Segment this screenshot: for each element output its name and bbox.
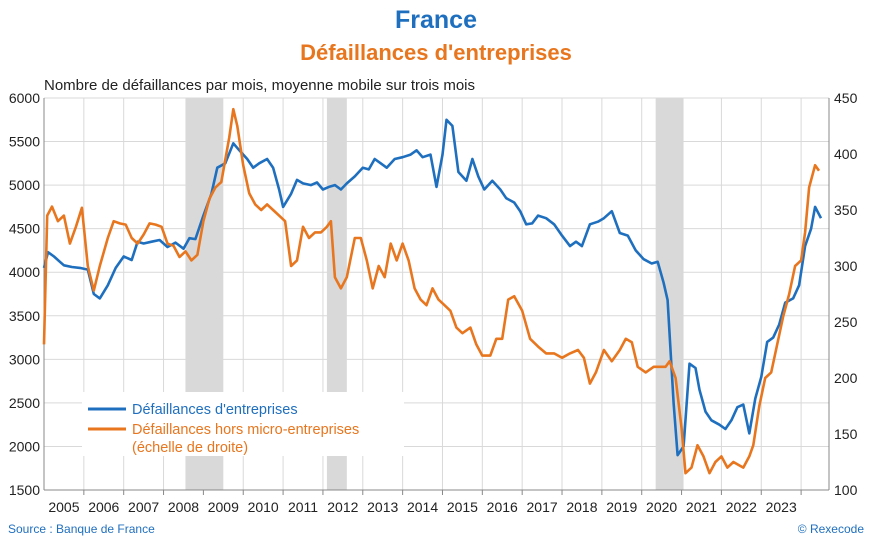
y-left-tick-label-3: 3000: [9, 351, 40, 367]
chart-title: France: [395, 6, 477, 34]
y-left-tick-label-5: 4000: [9, 264, 40, 280]
series-line-2: [42, 107, 821, 475]
x-tick-label-1: 2006: [88, 499, 119, 515]
x-tick-label-8: 2013: [367, 499, 398, 515]
y-right-tick-label-7: 450: [834, 90, 858, 106]
x-tick-label-16: 2021: [686, 499, 717, 515]
x-tick-label-9: 2014: [407, 499, 438, 515]
credit-note: © Rexecode: [797, 522, 864, 536]
legend-label-1: Défaillances d'entreprises: [132, 402, 298, 418]
y-left-tick-label-2: 2500: [9, 395, 40, 411]
x-tick-label-0: 2005: [48, 499, 79, 515]
y-left-tick-label-0: 1500: [9, 482, 40, 498]
y-right-tick-label-3: 250: [834, 314, 858, 330]
chart-subtitle: Défaillances d'entreprises: [300, 40, 572, 65]
y-left-tick-label-7: 5000: [9, 177, 40, 193]
x-tick-label-5: 2010: [248, 499, 279, 515]
source-note: Source : Banque de France: [8, 522, 155, 536]
y-right-tick-label-5: 350: [834, 202, 858, 218]
x-tick-label-12: 2017: [527, 499, 558, 515]
x-tick-label-4: 2009: [208, 499, 239, 515]
x-tick-label-6: 2011: [288, 499, 318, 515]
y-left-tick-label-6: 4500: [9, 221, 40, 237]
y-right-tick-label-0: 100: [834, 482, 858, 498]
y-right-tick-label-1: 150: [834, 426, 858, 442]
legend-label-2: Défaillances hors micro-entreprises: [132, 422, 359, 438]
x-tick-label-10: 2015: [447, 499, 478, 515]
y-right-tick-label-4: 300: [834, 258, 858, 274]
legend-label-2-note: (échelle de droite): [132, 440, 248, 456]
y-right-tick-label-6: 400: [834, 146, 858, 162]
x-tick-label-13: 2018: [566, 499, 597, 515]
y-left-tick-label-4: 3500: [9, 308, 40, 324]
legend-box: [82, 392, 404, 456]
chart-caption: Nombre de défaillances par mois, moyenne…: [44, 77, 476, 94]
x-tick-label-3: 2008: [168, 499, 199, 515]
x-tick-label-15: 2020: [646, 499, 677, 515]
y-left-tick-label-9: 6000: [9, 90, 40, 106]
recession-band-2: [655, 98, 684, 490]
x-tick-label-7: 2012: [327, 499, 358, 515]
y-left-tick-label-8: 5500: [9, 134, 40, 150]
x-tick-label-18: 2023: [766, 499, 797, 515]
y-right-tick-label-2: 200: [834, 370, 858, 386]
x-tick-label-17: 2022: [726, 499, 757, 515]
series-line-1: [42, 118, 823, 457]
y-left-tick-label-1: 2000: [9, 438, 40, 454]
x-tick-label-2: 2007: [128, 499, 159, 515]
x-tick-label-11: 2016: [487, 499, 518, 515]
x-tick-label-14: 2019: [606, 499, 637, 515]
